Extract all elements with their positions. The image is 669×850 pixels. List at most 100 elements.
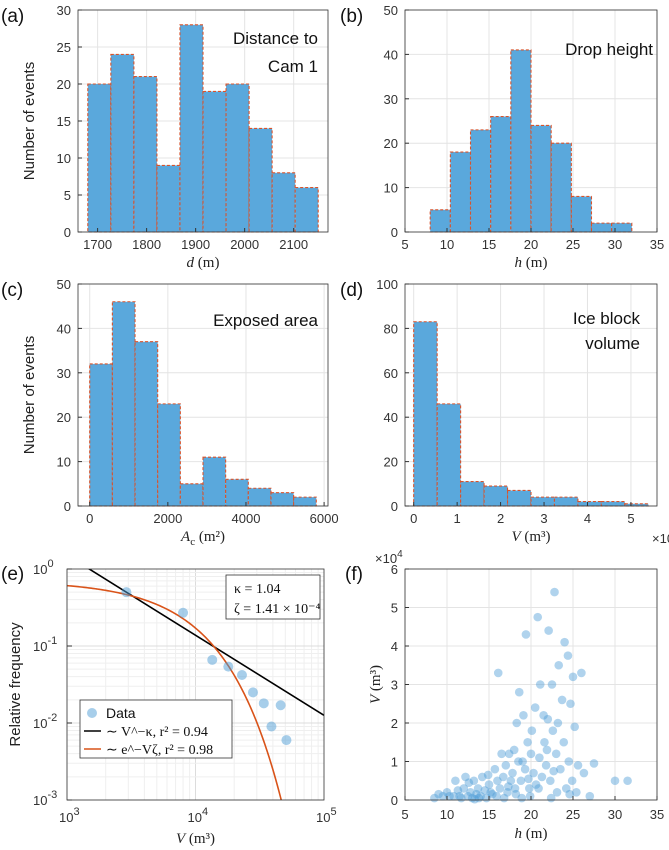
data-point bbox=[463, 791, 473, 801]
y-tick-label: 50 bbox=[57, 277, 71, 292]
x-tick-label: 25 bbox=[566, 237, 580, 252]
data-point bbox=[509, 745, 519, 755]
data-point bbox=[488, 789, 497, 799]
histogram-bar bbox=[294, 187, 319, 233]
data-point bbox=[543, 714, 553, 724]
x-tick-label: 4 bbox=[584, 511, 591, 526]
legend-frame bbox=[79, 699, 233, 759]
x-tick-label: 103 bbox=[59, 806, 80, 825]
data-point bbox=[519, 711, 528, 720]
data-point bbox=[434, 789, 443, 799]
annotation-text: volume bbox=[585, 334, 640, 353]
data-point bbox=[493, 776, 502, 786]
x-tick-label: 2 bbox=[497, 511, 504, 526]
histogram-bar bbox=[111, 301, 136, 507]
y-tick-label: 10 bbox=[57, 151, 71, 166]
y-tick-label: 10-1 bbox=[33, 635, 57, 654]
y-tick-label: 50 bbox=[384, 3, 398, 18]
data-point bbox=[547, 680, 557, 689]
histogram-bar bbox=[202, 90, 227, 233]
histogram-bar bbox=[225, 83, 250, 233]
y-tick-label: 0 bbox=[391, 225, 398, 240]
scatter-panel-f: 5 10 15 20 25 30 35 0 1 2 3 4 5 6 h (m) V (m³) ×104 bbox=[368, 549, 664, 842]
data-point bbox=[469, 776, 479, 786]
x-axis-label: Ac (m²) bbox=[180, 529, 225, 548]
data-point bbox=[459, 784, 469, 793]
y-tick-label: 20 bbox=[384, 455, 398, 470]
histogram-bar bbox=[506, 489, 532, 507]
histogram-bar bbox=[460, 481, 485, 507]
data-point bbox=[553, 718, 563, 728]
x-tick-label: 5 bbox=[401, 237, 408, 252]
x-tick-label: 20 bbox=[524, 807, 538, 822]
data-point bbox=[550, 587, 559, 597]
exponential-fit-curve bbox=[67, 584, 283, 800]
data-point bbox=[236, 670, 247, 681]
parameter-box-frame bbox=[225, 574, 321, 620]
y-tick-label: 30 bbox=[57, 3, 71, 18]
data-point bbox=[539, 711, 548, 720]
data-point bbox=[589, 759, 599, 768]
data-point bbox=[554, 660, 564, 670]
legend: Data ∼ V^−κ, r² = 0.94 ∼ e^−Vζ, r² = 0.98 bbox=[79, 699, 233, 759]
x-tick-label: 1700 bbox=[83, 237, 112, 252]
histogram-bar bbox=[600, 501, 626, 507]
data-point bbox=[207, 654, 218, 665]
x-tick-label: 30 bbox=[608, 237, 622, 252]
x-axis-label: V (m³) bbox=[176, 831, 215, 847]
data-point bbox=[511, 789, 521, 799]
data-point bbox=[559, 737, 569, 747]
histogram-bar bbox=[293, 496, 317, 507]
data-point bbox=[540, 737, 549, 747]
data-point bbox=[566, 699, 575, 709]
data-point bbox=[524, 774, 533, 784]
panel-label-b: (b) bbox=[340, 6, 363, 27]
data-point bbox=[573, 761, 583, 770]
annotation-text: Drop height bbox=[565, 40, 653, 59]
data-point bbox=[556, 764, 565, 774]
y-tick-label: 40 bbox=[384, 47, 398, 62]
data-point bbox=[542, 745, 552, 755]
annotation-text: Cam 1 bbox=[268, 57, 318, 76]
data-point bbox=[453, 786, 463, 795]
y-tick-label: 1 bbox=[391, 755, 398, 770]
y-axis-label: Relative frequency bbox=[7, 622, 24, 747]
data-point bbox=[461, 772, 470, 782]
histogram-bar bbox=[156, 164, 181, 233]
histogram-bar bbox=[590, 222, 613, 233]
histogram-panel-a: 1700 1800 1900 2000 2100 0 5 10 15 20 25 30 d (m) Num… bbox=[21, 3, 329, 271]
data-point bbox=[523, 737, 532, 747]
data-point bbox=[442, 788, 452, 797]
data-point bbox=[492, 791, 501, 801]
x-tick-label: 4000 bbox=[232, 511, 261, 526]
histogram-bar bbox=[247, 487, 272, 507]
panel-label-d: (d) bbox=[340, 280, 363, 301]
x-tick-label: 10 bbox=[440, 237, 454, 252]
data-point bbox=[497, 749, 506, 759]
histogram-bar bbox=[449, 151, 472, 233]
histogram-bar bbox=[510, 49, 532, 233]
x-tick-label: 15 bbox=[482, 237, 496, 252]
data-point bbox=[623, 776, 632, 786]
data-point bbox=[579, 768, 589, 778]
annotation-text: Exposed area bbox=[213, 311, 318, 330]
axes-box bbox=[66, 568, 325, 801]
histogram-bar bbox=[413, 321, 438, 507]
histogram-bar bbox=[270, 492, 295, 507]
x-tick-label: 105 bbox=[316, 806, 337, 825]
axes-box bbox=[404, 283, 658, 507]
x-tick-label: 10 bbox=[440, 807, 454, 822]
y-tick-label: 3 bbox=[391, 678, 398, 693]
histogram-bar bbox=[87, 83, 112, 233]
data-point bbox=[567, 776, 577, 786]
x-tick-label: 35 bbox=[650, 807, 664, 822]
x-tick-label: 6000 bbox=[310, 511, 339, 526]
data-point bbox=[480, 786, 490, 795]
data-point bbox=[570, 722, 579, 732]
data-point bbox=[470, 794, 480, 804]
data-point bbox=[535, 680, 545, 689]
x-axis-label: h (m) bbox=[515, 255, 548, 271]
data-point bbox=[495, 784, 505, 793]
y-tick-label: 100 bbox=[376, 277, 398, 292]
data-point bbox=[266, 721, 277, 732]
